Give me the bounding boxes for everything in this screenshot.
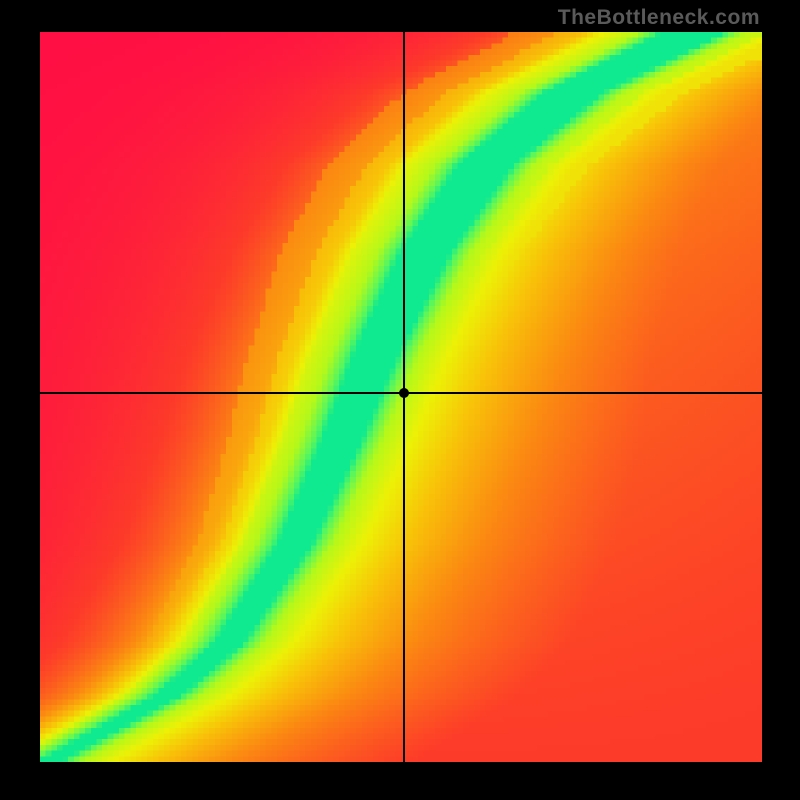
chart-container: TheBottleneck.com xyxy=(0,0,800,800)
watermark-text: TheBottleneck.com xyxy=(558,6,760,30)
